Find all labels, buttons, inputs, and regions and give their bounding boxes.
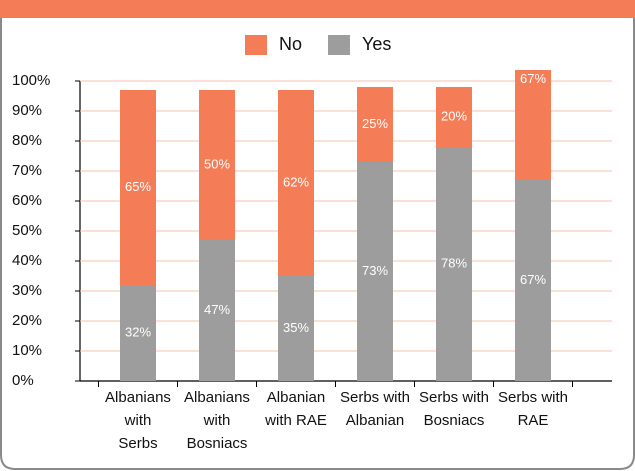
legend-swatch (245, 35, 267, 55)
legend-label: Yes (362, 34, 391, 54)
y-tick-label: 60% (12, 192, 42, 209)
bar-segment (278, 276, 314, 381)
value-label: 20% (441, 108, 467, 123)
value-label: 78% (441, 255, 467, 270)
y-tick-label: 40% (12, 252, 42, 269)
y-tick-label: 90% (12, 102, 42, 119)
title-banner (0, 0, 635, 18)
y-tick-label: 0% (12, 372, 34, 389)
value-label: 65% (125, 179, 151, 194)
x-tick-label: Serbs with Albanian (340, 389, 410, 429)
y-tick-label: 20% (12, 312, 42, 329)
bar-segment (436, 147, 472, 381)
y-tick-label: 80% (12, 132, 42, 149)
bar-segment (199, 240, 235, 381)
bar-segment (357, 87, 393, 162)
y-tick-label: 50% (12, 222, 42, 239)
bar-segment (515, 180, 551, 381)
value-label: 67% (520, 71, 546, 86)
bar-segment (278, 90, 314, 276)
x-tick-label: Albanians with Bosniacs (184, 389, 250, 452)
value-label: 32% (125, 324, 151, 339)
x-tick-label: Serbs with RAE (498, 389, 568, 429)
frame (0, 18, 635, 470)
x-tick-label: Serbs with Bosniacs (419, 389, 489, 429)
value-label: 73% (362, 263, 388, 278)
bars: 32% 65% 47% 50% 35% 62% 73% 25% 78% 20% 67% 67% (120, 70, 551, 381)
value-label: 25% (362, 116, 388, 131)
bar-segment (120, 285, 156, 381)
x-tick-label: Albanian with RAE (264, 389, 327, 429)
y-tick-label: 30% (12, 282, 42, 299)
y-tick-label: 70% (12, 162, 42, 179)
value-label: 50% (204, 156, 230, 171)
legend-swatch (328, 35, 350, 55)
bar-segment (515, 70, 551, 180)
value-label: 62% (283, 174, 309, 189)
legend-label: No (279, 34, 302, 54)
y-tick-label: 10% (12, 342, 42, 359)
x-tick-label: Albanians with Serbs (105, 389, 171, 452)
bar-segment (357, 162, 393, 381)
y-tick-label: 100% (12, 72, 50, 89)
value-label: 35% (283, 320, 309, 335)
value-label: 67% (520, 272, 546, 287)
value-label: 47% (204, 302, 230, 317)
bar-segment (199, 90, 235, 240)
bar-segment (436, 87, 472, 147)
bar-segment (120, 90, 156, 285)
